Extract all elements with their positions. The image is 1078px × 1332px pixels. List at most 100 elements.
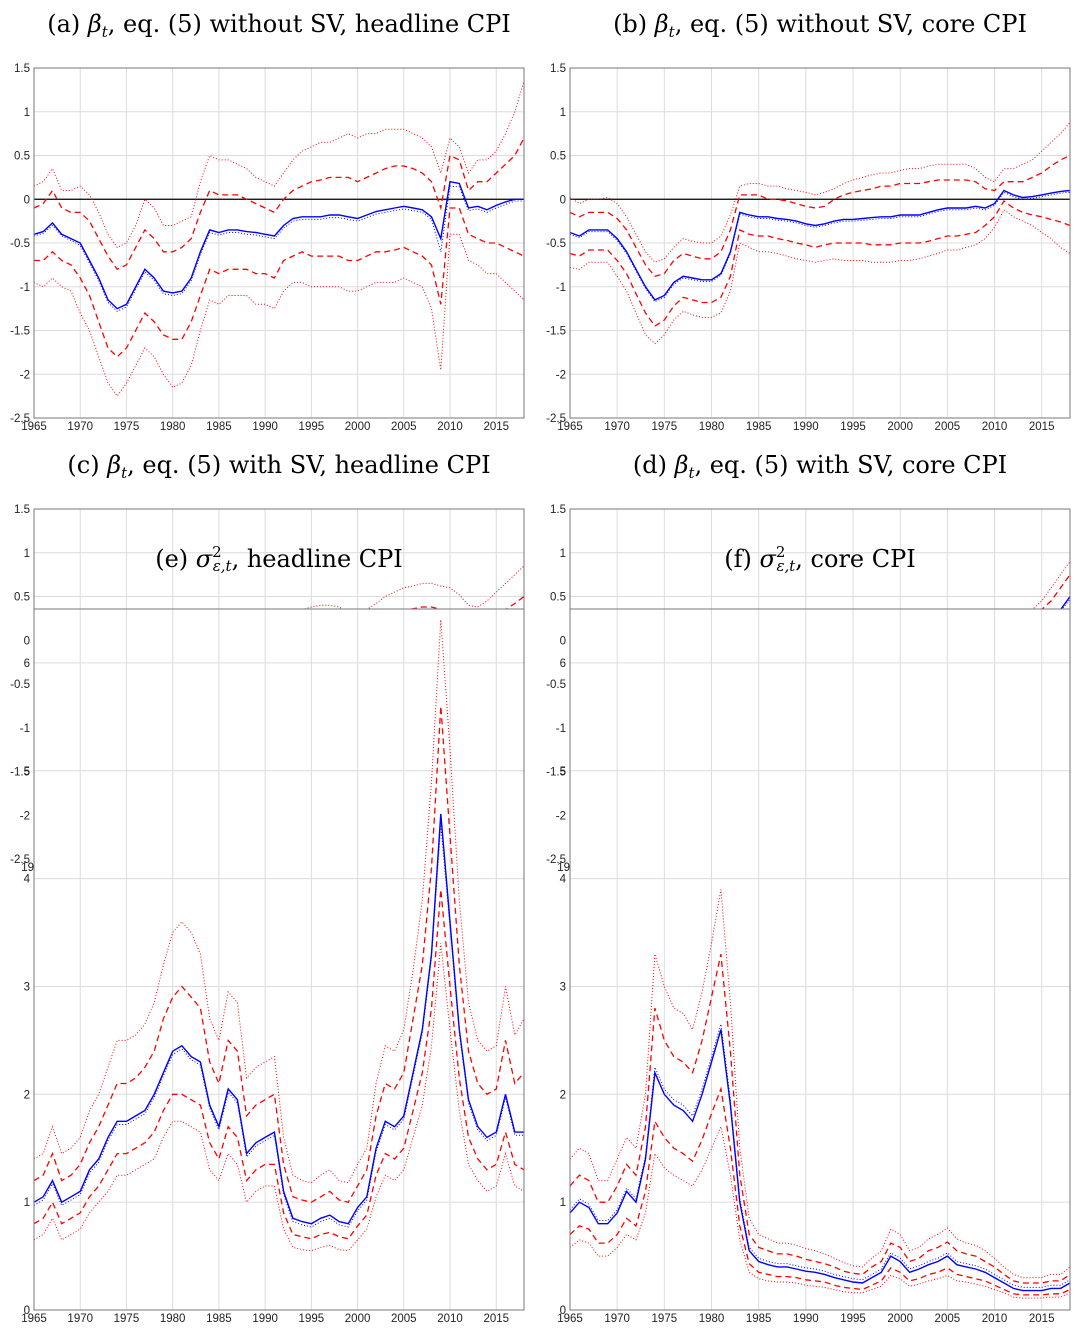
y-tick-label: 1.5 bbox=[14, 504, 30, 516]
x-tick-label: 1985 bbox=[206, 1313, 232, 1325]
y-tick-label: -1 bbox=[556, 282, 566, 294]
x-tick-label: 2010 bbox=[982, 421, 1008, 433]
x-tick-label: 2010 bbox=[982, 1313, 1008, 1325]
y-tick-label: 0.5 bbox=[550, 151, 566, 163]
y-tick-label: -0.5 bbox=[10, 679, 30, 691]
panel-title: (a) βt, eq. (5) without SV, headline CPI bbox=[47, 10, 511, 41]
panel-title: (d) βt, eq. (5) with SV, core CPI bbox=[633, 451, 1007, 482]
y-tick-label: -2 bbox=[556, 810, 566, 822]
x-tick-label: 2015 bbox=[483, 1313, 509, 1325]
panel-title: (e) σ2 ε,t, headline CPI bbox=[155, 543, 403, 575]
series-line-dashed-red bbox=[33, 137, 525, 271]
y-tick-label: -1 bbox=[20, 282, 30, 294]
x-tick-label: 1970 bbox=[67, 421, 93, 433]
x-tick-label: 1985 bbox=[746, 421, 772, 433]
y-tick-label: 2 bbox=[24, 1089, 30, 1101]
x-tick-label: 2000 bbox=[887, 1313, 913, 1325]
series-line-solid-blue bbox=[33, 180, 524, 310]
y-tick-label: 3 bbox=[24, 981, 30, 993]
y-tick-label: 0 bbox=[24, 635, 30, 647]
x-tick-label: 1980 bbox=[699, 421, 725, 433]
y-tick-label: 0 bbox=[24, 194, 30, 206]
x-tick-label: 2010 bbox=[437, 421, 463, 433]
y-tick-label: -1.5 bbox=[546, 767, 566, 779]
y-tick-label: -1 bbox=[20, 723, 30, 735]
y-tick-label: -2 bbox=[20, 369, 30, 381]
plot-border bbox=[569, 608, 1071, 1311]
x-tick-label: 2005 bbox=[935, 1313, 961, 1325]
series-line-dotted-blue bbox=[569, 1024, 1071, 1288]
series-line-dashed-red bbox=[569, 953, 1071, 1284]
y-tick-label: -2.5 bbox=[546, 413, 566, 425]
x-tick-label: 1965 bbox=[557, 1313, 583, 1325]
x-tick-label: 1990 bbox=[793, 421, 819, 433]
y-tick-label: 5 bbox=[560, 766, 566, 778]
series-line-dashed-red bbox=[33, 706, 525, 1203]
y-tick-label: 2 bbox=[560, 1089, 566, 1101]
y-tick-label: 0 bbox=[560, 1305, 566, 1317]
y-tick-label: -1 bbox=[556, 723, 566, 735]
y-tick-label: 1.5 bbox=[14, 63, 30, 75]
panel-f: (f) σ2 ε,t, core CPI 1965 1970 1975 1980 1985 1… bbox=[557, 543, 1071, 1325]
y-tick-label: 0 bbox=[24, 1305, 30, 1317]
y-tick-label: -2 bbox=[556, 369, 566, 381]
y-tick-label: 1 bbox=[24, 548, 30, 560]
x-tick-label: 1990 bbox=[252, 1313, 278, 1325]
x-tick-label: 1975 bbox=[114, 421, 140, 433]
y-tick-label: 0.5 bbox=[14, 592, 30, 604]
x-tick-label: 1970 bbox=[604, 421, 630, 433]
plot-border bbox=[33, 608, 525, 1311]
panel-a: (a) βt, eq. (5) without SV, headline CPI… bbox=[10, 10, 525, 433]
y-tick-label: -2.5 bbox=[10, 413, 30, 425]
x-tick-label: 1990 bbox=[793, 1313, 819, 1325]
series-line-dashed-red bbox=[569, 200, 1071, 327]
panel-title: (b) βt, eq. (5) without SV, core CPI bbox=[613, 10, 1027, 41]
x-tick-label: 1970 bbox=[67, 1313, 93, 1325]
y-tick-label: 4 bbox=[24, 874, 31, 886]
x-tick-label: 1980 bbox=[160, 1313, 186, 1325]
y-tick-label: 6 bbox=[560, 658, 566, 670]
x-tick-label: 1995 bbox=[840, 1313, 866, 1325]
x-tick-label: 2010 bbox=[437, 1313, 463, 1325]
y-tick-label: 1 bbox=[24, 107, 30, 119]
y-tick-label: 1.5 bbox=[550, 504, 566, 516]
y-tick-label: -1.5 bbox=[546, 326, 566, 338]
x-tick-label: 2000 bbox=[887, 421, 913, 433]
x-tick-label: 2000 bbox=[345, 421, 371, 433]
y-tick-label: 1.5 bbox=[550, 63, 566, 75]
x-tick-label: 1985 bbox=[206, 421, 232, 433]
series-line-dotted-red bbox=[569, 889, 1071, 1279]
series-line-dotted-red bbox=[569, 1125, 1071, 1299]
series-line-solid-blue bbox=[33, 813, 524, 1225]
y-tick-label: -2.5 bbox=[546, 854, 566, 866]
x-tick-label: 2005 bbox=[935, 421, 961, 433]
y-tick-label: 0 bbox=[560, 635, 566, 647]
x-tick-label: 2015 bbox=[1029, 1313, 1055, 1325]
series-line-dotted-red bbox=[33, 943, 525, 1252]
y-tick-label: 1 bbox=[560, 107, 566, 119]
x-tick-label: 1975 bbox=[652, 1313, 678, 1325]
x-tick-label: 2005 bbox=[391, 421, 417, 433]
x-tick-label: 1975 bbox=[114, 1313, 140, 1325]
y-tick-label: -0.5 bbox=[10, 238, 30, 250]
series-line-dotted-blue bbox=[33, 824, 524, 1228]
series-line-dotted-red bbox=[33, 619, 525, 1184]
series-line-dashed-red bbox=[569, 154, 1071, 278]
x-tick-label: 2015 bbox=[483, 421, 509, 433]
series-line-dashed-red bbox=[569, 1086, 1071, 1296]
x-tick-label: 1990 bbox=[252, 421, 278, 433]
panel-b: (b) βt, eq. (5) without SV, core CPI 1965… bbox=[546, 10, 1071, 433]
panel-title: (f) σ2 ε,t, core CPI bbox=[724, 543, 916, 575]
x-tick-label: 1995 bbox=[299, 1313, 325, 1325]
series-line-dotted-red bbox=[33, 233, 525, 397]
series-line-dotted-blue bbox=[569, 191, 1071, 303]
y-tick-label: 4 bbox=[560, 874, 567, 886]
y-tick-label: -1.5 bbox=[10, 767, 30, 779]
y-tick-label: 1 bbox=[24, 1197, 30, 1209]
y-tick-label: 5 bbox=[24, 766, 30, 778]
panel-e: (e) σ2 ε,t, headline CPI 1965 1970 1975 1980 1… bbox=[21, 543, 525, 1325]
x-tick-label: 1980 bbox=[160, 421, 186, 433]
series-line-dotted-red bbox=[569, 209, 1071, 345]
series-line-solid-blue bbox=[569, 1029, 1071, 1292]
y-tick-label: 3 bbox=[560, 981, 566, 993]
